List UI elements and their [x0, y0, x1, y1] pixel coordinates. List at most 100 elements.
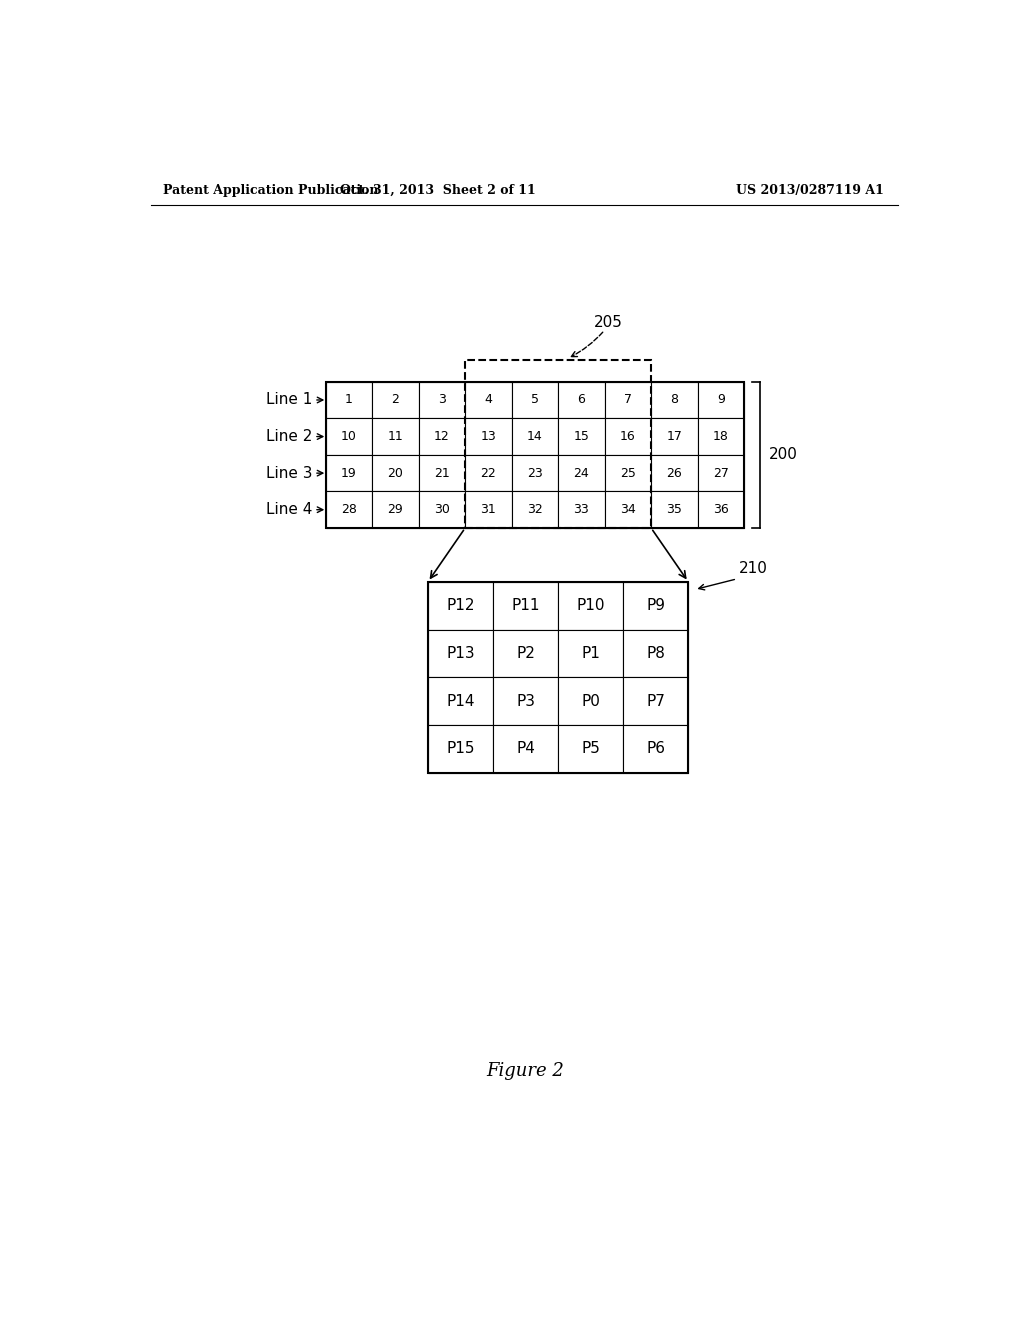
Text: P3: P3: [516, 694, 536, 709]
Bar: [326, 381, 744, 528]
Bar: [372, 491, 419, 528]
Bar: [419, 491, 465, 528]
Bar: [465, 381, 512, 418]
Text: P1: P1: [582, 645, 600, 661]
Bar: [419, 381, 465, 418]
Bar: [493, 582, 558, 630]
Text: 3: 3: [438, 393, 445, 407]
Text: P12: P12: [446, 598, 475, 614]
Bar: [697, 491, 744, 528]
Bar: [558, 491, 604, 528]
Text: P7: P7: [646, 694, 666, 709]
Bar: [326, 381, 372, 418]
Bar: [624, 725, 688, 774]
Text: P8: P8: [646, 645, 666, 661]
Text: 23: 23: [527, 467, 543, 479]
Text: Line 3: Line 3: [266, 466, 312, 480]
Text: 6: 6: [578, 393, 586, 407]
Text: Line 2: Line 2: [266, 429, 312, 444]
Text: 36: 36: [713, 503, 729, 516]
Text: P2: P2: [516, 645, 535, 661]
Text: 32: 32: [527, 503, 543, 516]
Text: 33: 33: [573, 503, 589, 516]
Text: P5: P5: [582, 742, 600, 756]
Bar: [512, 455, 558, 491]
Text: 5: 5: [530, 393, 539, 407]
Text: 14: 14: [527, 430, 543, 444]
Text: 12: 12: [434, 430, 450, 444]
Bar: [558, 677, 624, 725]
Bar: [558, 418, 604, 455]
Text: 2: 2: [391, 393, 399, 407]
Text: Line 4: Line 4: [266, 502, 312, 517]
Text: 22: 22: [480, 467, 497, 479]
Bar: [624, 677, 688, 725]
Bar: [326, 491, 372, 528]
Bar: [558, 381, 604, 418]
Bar: [651, 381, 697, 418]
Text: P15: P15: [446, 742, 475, 756]
Text: P4: P4: [516, 742, 535, 756]
Text: US 2013/0287119 A1: US 2013/0287119 A1: [736, 185, 884, 197]
Bar: [428, 677, 493, 725]
Text: 19: 19: [341, 467, 356, 479]
Text: 25: 25: [620, 467, 636, 479]
Bar: [372, 381, 419, 418]
Text: 8: 8: [671, 393, 678, 407]
Text: 34: 34: [620, 503, 636, 516]
Bar: [372, 418, 419, 455]
Bar: [465, 491, 512, 528]
Bar: [465, 418, 512, 455]
Bar: [512, 491, 558, 528]
Text: 28: 28: [341, 503, 356, 516]
Text: 24: 24: [573, 467, 589, 479]
Bar: [465, 360, 651, 528]
Text: 210: 210: [738, 561, 768, 576]
Bar: [604, 381, 651, 418]
Text: 27: 27: [713, 467, 729, 479]
Text: P11: P11: [511, 598, 540, 614]
Text: 31: 31: [480, 503, 497, 516]
Text: 30: 30: [434, 503, 450, 516]
Text: 7: 7: [624, 393, 632, 407]
Text: 15: 15: [573, 430, 590, 444]
Bar: [558, 630, 624, 677]
Text: 205: 205: [594, 315, 623, 330]
Bar: [428, 630, 493, 677]
Text: 21: 21: [434, 467, 450, 479]
Text: 1: 1: [345, 393, 353, 407]
Bar: [651, 491, 697, 528]
Bar: [697, 455, 744, 491]
Bar: [697, 418, 744, 455]
Bar: [372, 455, 419, 491]
Bar: [604, 455, 651, 491]
Bar: [326, 418, 372, 455]
Text: 11: 11: [387, 430, 403, 444]
Bar: [428, 582, 493, 630]
Text: 29: 29: [387, 503, 403, 516]
Text: 18: 18: [713, 430, 729, 444]
Text: P0: P0: [582, 694, 600, 709]
Text: P6: P6: [646, 742, 666, 756]
Bar: [624, 630, 688, 677]
Bar: [512, 381, 558, 418]
Bar: [624, 582, 688, 630]
Bar: [558, 582, 624, 630]
Bar: [604, 418, 651, 455]
Text: 16: 16: [620, 430, 636, 444]
Bar: [465, 455, 512, 491]
Text: 4: 4: [484, 393, 493, 407]
Text: P9: P9: [646, 598, 666, 614]
Bar: [493, 677, 558, 725]
Bar: [697, 381, 744, 418]
Bar: [428, 725, 493, 774]
Text: Patent Application Publication: Patent Application Publication: [163, 185, 379, 197]
Text: 10: 10: [341, 430, 356, 444]
Bar: [326, 455, 372, 491]
Text: 13: 13: [480, 430, 497, 444]
Bar: [493, 725, 558, 774]
Bar: [604, 491, 651, 528]
Text: P13: P13: [446, 645, 475, 661]
Bar: [651, 455, 697, 491]
Bar: [558, 455, 604, 491]
